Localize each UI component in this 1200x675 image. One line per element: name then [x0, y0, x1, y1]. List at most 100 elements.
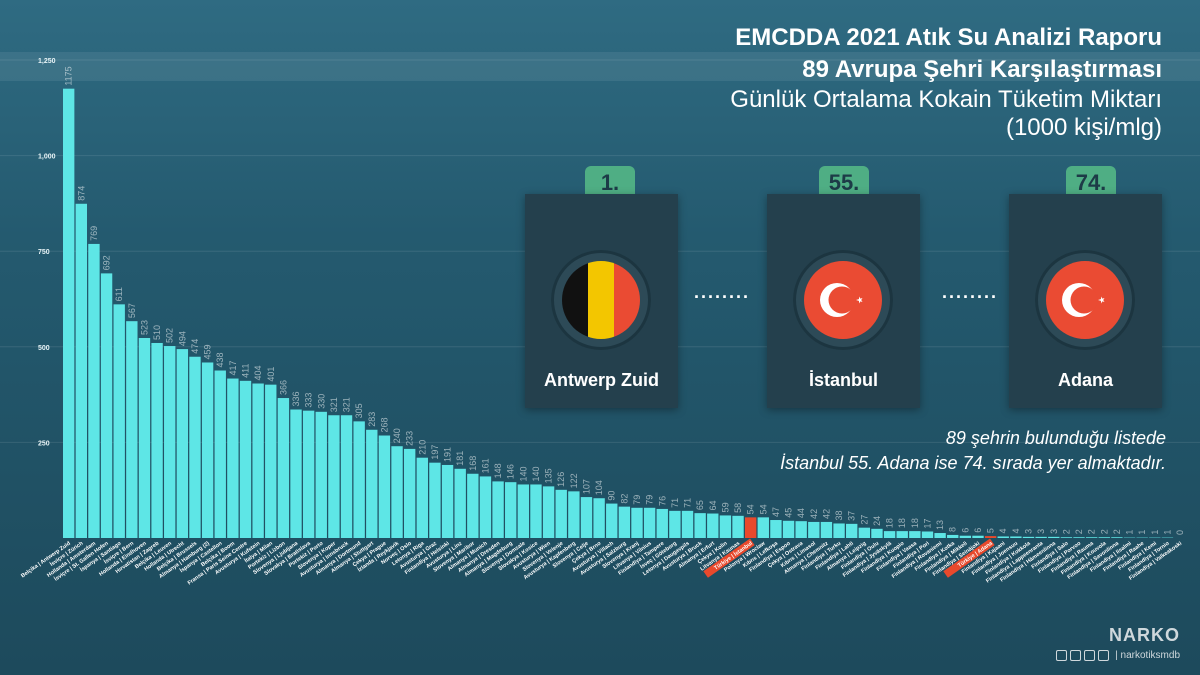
note-line-1: 89 şehrin bulunduğu listede — [945, 428, 1166, 448]
bar — [732, 515, 744, 538]
bar — [214, 370, 226, 538]
bar — [568, 491, 580, 538]
data-label: 567 — [127, 303, 137, 318]
bar — [1035, 536, 1047, 538]
data-label: 6 — [960, 528, 970, 533]
data-label: 65 — [695, 500, 705, 510]
separator-dots: ........ — [694, 282, 751, 302]
data-label: 82 — [619, 494, 629, 504]
data-label: 18 — [897, 518, 907, 528]
data-label: 27 — [859, 515, 869, 525]
bar — [176, 349, 189, 538]
bar — [820, 521, 833, 538]
data-label: 321 — [342, 397, 352, 412]
bar — [138, 338, 151, 538]
data-label: 494 — [177, 331, 187, 346]
data-label: 126 — [556, 472, 566, 487]
bar — [113, 304, 125, 538]
bar — [1022, 536, 1035, 538]
separator-dots: ........ — [942, 282, 999, 302]
data-label: 54 — [746, 504, 756, 514]
highlight-card-istanbul: İstanbul — [767, 194, 920, 408]
youtube-icon[interactable] — [1098, 650, 1110, 661]
handle-text: | narkotiksmdb — [1115, 650, 1180, 662]
bar — [959, 535, 972, 538]
facebook-icon[interactable] — [1070, 650, 1082, 661]
bar — [429, 462, 441, 538]
data-label: 510 — [152, 325, 162, 340]
bar — [808, 521, 820, 538]
bar — [265, 384, 277, 538]
data-label: 401 — [266, 367, 276, 382]
data-label: 18 — [910, 518, 920, 528]
data-label: 2 — [1099, 529, 1109, 534]
bar — [972, 535, 984, 538]
data-label: 140 — [531, 466, 541, 481]
bar — [88, 243, 100, 538]
bar — [681, 510, 694, 538]
data-label: 161 — [480, 458, 490, 473]
data-label: 233 — [405, 431, 415, 446]
data-label: 3 — [1024, 529, 1034, 534]
label-highlight — [943, 538, 995, 578]
bar — [643, 507, 656, 538]
subtitle: 89 Avrupa Şehri Karşılaştırması — [802, 56, 1162, 83]
bar — [378, 435, 391, 538]
data-label: 24 — [872, 516, 882, 526]
bar — [100, 273, 113, 538]
brand-block: NARKO | narkotiksmdb — [1056, 625, 1180, 661]
data-label: 417 — [228, 361, 238, 376]
data-label: 122 — [569, 473, 579, 488]
data-label: 4 — [1011, 528, 1021, 533]
data-label: 42 — [809, 509, 819, 519]
highlight-card-adana: Adana — [1009, 194, 1162, 408]
turkey-flag-icon — [804, 261, 882, 339]
twitter-icon[interactable] — [1084, 650, 1096, 661]
data-label: 474 — [190, 339, 200, 354]
data-label: 210 — [417, 440, 427, 455]
data-label: 438 — [215, 352, 225, 367]
data-label: 611 — [114, 287, 124, 301]
bar — [126, 321, 138, 538]
bar — [555, 489, 567, 538]
bar — [416, 457, 428, 538]
metric-label: Günlük Ortalama Kokain Tüketim Miktarı — [730, 86, 1162, 113]
data-label: 502 — [165, 328, 175, 343]
bar — [833, 523, 845, 538]
bar — [75, 203, 87, 538]
bar — [606, 503, 618, 538]
bar — [530, 484, 542, 538]
y-tick-label: 1,250 — [38, 58, 56, 65]
bar — [921, 531, 934, 538]
turkey-flag-icon — [1046, 261, 1124, 339]
data-label: 146 — [506, 464, 516, 479]
data-label: 3 — [1036, 529, 1046, 534]
data-label: 4 — [998, 528, 1008, 533]
data-label: 1 — [1125, 530, 1135, 535]
data-label: 191 — [443, 447, 453, 462]
data-label: 59 — [720, 502, 730, 512]
data-label: 90 — [607, 491, 617, 501]
bar — [593, 498, 605, 538]
bar — [542, 486, 555, 538]
data-label: 366 — [278, 380, 288, 395]
brand-logo: NARKO — [1109, 625, 1180, 645]
data-label: 37 — [847, 511, 857, 521]
bar — [467, 473, 479, 538]
data-label: 13 — [935, 520, 945, 530]
bar — [164, 346, 176, 538]
data-label: 168 — [468, 456, 478, 471]
bar — [1085, 537, 1098, 538]
bar — [151, 342, 163, 538]
bar — [1111, 537, 1123, 538]
bar — [846, 523, 858, 538]
y-tick-label: 1,000 — [38, 154, 56, 161]
data-label: 8 — [948, 527, 958, 532]
instagram-icon[interactable] — [1056, 650, 1068, 661]
data-label: 54 — [758, 504, 768, 514]
city-name: Antwerp Zuid — [544, 370, 659, 390]
bar — [631, 507, 643, 538]
data-label: 5 — [986, 528, 996, 533]
data-label: 692 — [102, 255, 112, 270]
data-label: 2 — [1074, 529, 1084, 534]
